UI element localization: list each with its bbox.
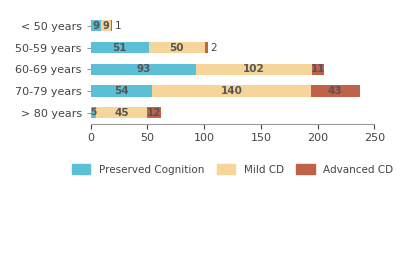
Text: 93: 93 [136, 64, 151, 74]
Text: 102: 102 [243, 64, 265, 74]
Text: 2: 2 [210, 42, 216, 53]
Text: 1: 1 [114, 21, 121, 31]
Bar [96, 107, 148, 118]
Text: 43: 43 [328, 86, 342, 96]
Text: 12: 12 [147, 108, 162, 118]
Bar [91, 20, 101, 31]
Bar [196, 64, 312, 75]
Text: 9: 9 [103, 21, 109, 31]
Text: 5: 5 [90, 108, 97, 117]
Bar [148, 42, 205, 53]
Text: 54: 54 [114, 86, 129, 96]
Text: 51: 51 [112, 42, 127, 53]
Text: 11: 11 [311, 64, 326, 74]
Bar [101, 20, 111, 31]
Bar [312, 64, 324, 75]
Bar [91, 42, 148, 53]
Legend: Preserved Cognition, Mild CD, Advanced CD: Preserved Cognition, Mild CD, Advanced C… [68, 160, 398, 179]
Text: 9: 9 [92, 21, 99, 31]
Text: 50: 50 [170, 42, 184, 53]
Bar [91, 107, 96, 118]
Bar [205, 42, 208, 53]
Text: 140: 140 [220, 86, 242, 96]
Bar [148, 107, 161, 118]
Bar [91, 85, 152, 97]
Bar [152, 85, 311, 97]
Text: 45: 45 [114, 108, 129, 118]
Bar [91, 64, 196, 75]
Bar [111, 20, 112, 31]
Bar [311, 85, 360, 97]
